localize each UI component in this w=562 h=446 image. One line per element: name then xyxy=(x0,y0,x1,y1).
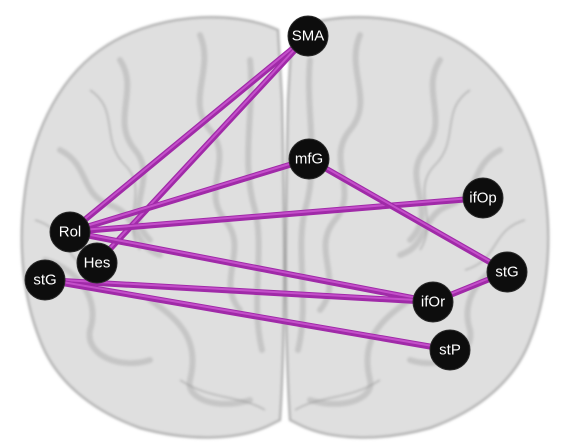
node-circle xyxy=(76,242,118,284)
node-label: Hes xyxy=(84,255,111,272)
node-label: Rol xyxy=(59,224,82,241)
node-circle xyxy=(462,177,504,219)
node-circle xyxy=(486,251,528,293)
edge-highlight xyxy=(44,278,434,302)
node-circle xyxy=(288,138,330,180)
node-circle xyxy=(412,281,454,323)
node-stG_R: stG xyxy=(486,251,528,293)
node-ifOr: ifOr xyxy=(412,281,454,323)
connection-lines xyxy=(42,33,510,353)
edge-highlight xyxy=(69,196,484,232)
node-circle xyxy=(429,329,471,371)
edge-highlight xyxy=(44,278,451,350)
node-circle xyxy=(287,15,329,57)
edge-highlight xyxy=(69,157,310,232)
node-circle xyxy=(24,259,66,301)
node-stP: stP xyxy=(429,329,471,371)
node-circle xyxy=(49,211,91,253)
node-Rol: Rol xyxy=(49,211,91,253)
edge-highlight xyxy=(69,230,434,302)
node-label: stP xyxy=(439,342,461,359)
node-label: mfG xyxy=(295,151,323,168)
node-SMA: SMA xyxy=(287,15,329,57)
node-label: ifOr xyxy=(421,294,445,311)
edge-highlight xyxy=(69,34,309,232)
edge-highlight xyxy=(308,157,508,272)
node-label: stG xyxy=(495,264,518,281)
node-label: SMA xyxy=(292,28,325,45)
node-label: ifOp xyxy=(469,190,497,207)
node-mfG: mfG xyxy=(288,138,330,180)
node-stG_L: stG xyxy=(24,259,66,301)
node-ifOp: ifOp xyxy=(462,177,504,219)
node-Hes: Hes xyxy=(76,242,118,284)
node-label: stG xyxy=(33,272,56,289)
